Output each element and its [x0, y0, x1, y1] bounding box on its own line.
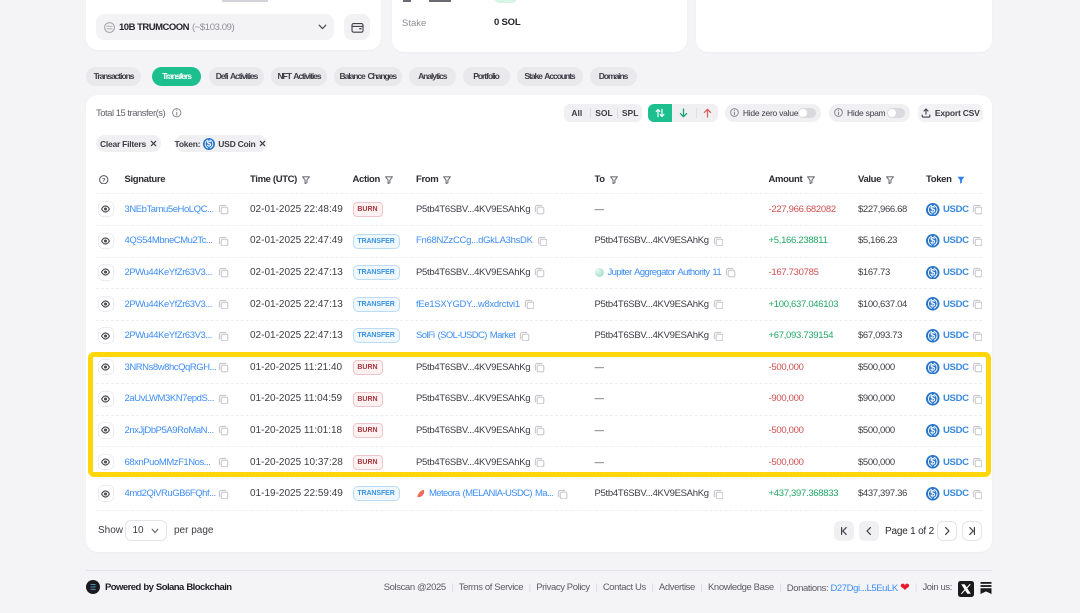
svg-text:?: ?	[102, 178, 106, 184]
svg-text:$: $	[930, 362, 935, 372]
svg-text:$: $	[207, 139, 212, 148]
svg-text:$: $	[930, 236, 935, 246]
svg-text:$: $	[930, 204, 935, 214]
svg-text:$: $	[930, 457, 935, 467]
svg-text:$: $	[930, 488, 935, 498]
svg-text:$: $	[930, 425, 935, 435]
svg-text:$: $	[930, 299, 935, 309]
svg-text:$: $	[930, 394, 935, 404]
svg-text:$: $	[930, 330, 935, 340]
svg-text:$: $	[930, 267, 935, 277]
